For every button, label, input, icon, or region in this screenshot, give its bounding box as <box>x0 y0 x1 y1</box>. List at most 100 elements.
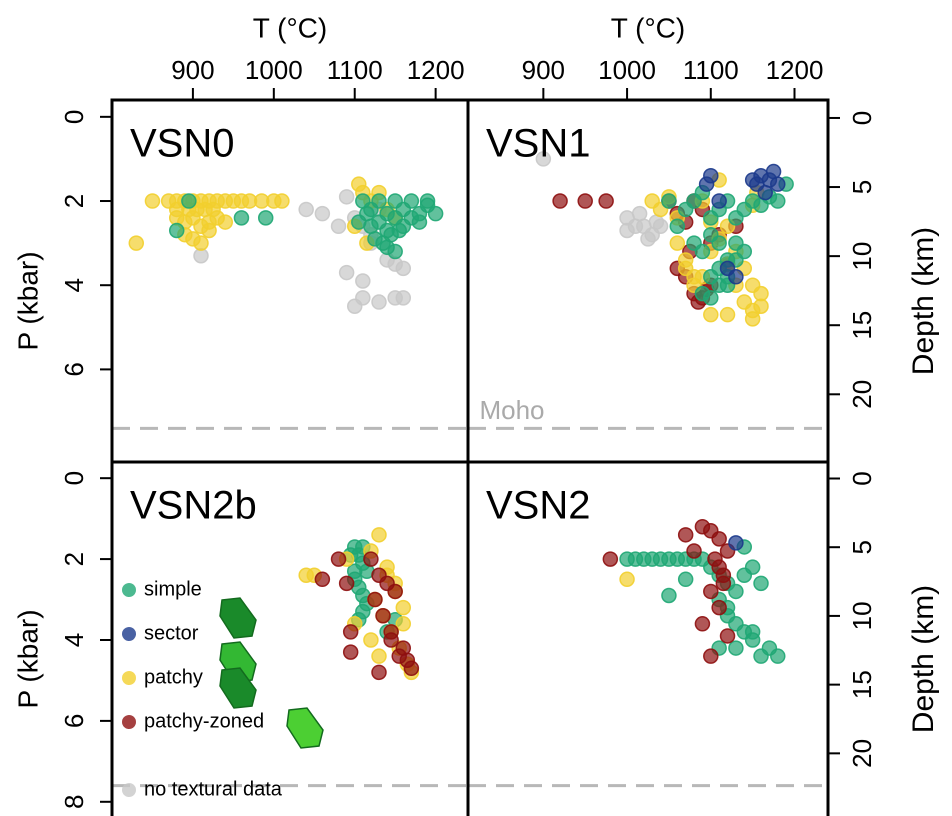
plot-area <box>468 520 828 786</box>
crystal-icon <box>287 708 323 748</box>
x-tick-label: 1100 <box>683 55 739 85</box>
data-point <box>372 295 386 309</box>
panel-title: VSN2 <box>486 484 591 528</box>
y2-tick-label: 15 <box>847 670 877 699</box>
data-point <box>721 308 735 322</box>
data-point <box>388 245 402 259</box>
data-point <box>344 625 358 639</box>
data-point <box>712 601 726 615</box>
y-axis-title: P (kbar) <box>12 609 43 708</box>
data-point <box>376 609 390 623</box>
data-point <box>388 584 402 598</box>
data-point <box>218 215 232 229</box>
y2-tick-label: 5 <box>847 540 877 554</box>
data-point <box>392 649 406 663</box>
legend-label: sector <box>144 622 199 644</box>
data-point <box>332 552 346 566</box>
y2-tick-label: 15 <box>847 311 877 340</box>
legend-marker <box>122 627 136 641</box>
data-point <box>599 194 613 208</box>
data-point <box>670 219 684 233</box>
data-point <box>194 236 208 250</box>
data-point <box>750 177 764 191</box>
data-point <box>746 625 760 639</box>
panel: VSN205101520Depth (km) <box>468 462 940 816</box>
data-point <box>729 641 743 655</box>
x-axis-title: T (°C) <box>611 12 685 43</box>
x-tick-label: 1200 <box>766 55 824 85</box>
data-point <box>662 194 676 208</box>
data-point <box>384 625 398 639</box>
y2-tick-label: 20 <box>847 739 877 768</box>
panel-title: VSN1 <box>486 122 591 166</box>
y2-tick-label: 0 <box>847 111 877 125</box>
data-point <box>754 649 768 663</box>
data-point <box>578 194 592 208</box>
data-point <box>275 194 289 208</box>
data-point <box>396 261 410 275</box>
y-tick-label: 2 <box>59 194 89 208</box>
page: VSN0900100011001200T (°C)0246P (kbar)Moh… <box>0 0 952 816</box>
y-tick-label: 0 <box>59 471 89 485</box>
y2-axis-title: Depth (km) <box>907 227 940 375</box>
x-axis-title: T (°C) <box>253 12 327 43</box>
data-point <box>412 215 426 229</box>
x-tick-label: 1000 <box>245 55 303 85</box>
data-point <box>182 194 196 208</box>
data-point <box>372 194 386 208</box>
panel-title: VSN0 <box>130 122 235 166</box>
data-point <box>299 202 313 216</box>
data-point <box>716 576 730 590</box>
data-point <box>662 588 676 602</box>
data-point <box>396 601 410 615</box>
data-point <box>746 312 760 326</box>
data-point <box>679 261 693 275</box>
data-point <box>145 194 159 208</box>
data-point <box>687 544 701 558</box>
data-point <box>620 223 634 237</box>
y2-tick-label: 5 <box>847 180 877 194</box>
data-point <box>746 560 760 574</box>
x-tick-label: 1100 <box>327 55 383 85</box>
data-point <box>695 617 709 631</box>
data-point <box>372 528 386 542</box>
data-point <box>170 223 184 237</box>
legend-marker <box>122 583 136 597</box>
data-point <box>704 169 718 183</box>
plot-area <box>112 528 468 786</box>
data-point <box>679 572 693 586</box>
data-point <box>356 291 370 305</box>
legend-marker <box>122 783 136 797</box>
data-point <box>368 593 382 607</box>
y-tick-label: 2 <box>59 552 89 566</box>
data-point <box>392 223 406 237</box>
legend-label: no textural data <box>144 778 283 800</box>
data-point <box>344 645 358 659</box>
data-point <box>721 629 735 643</box>
y2-tick-label: 20 <box>847 380 877 409</box>
plot-area <box>468 152 828 428</box>
data-point <box>404 661 418 675</box>
data-point <box>553 194 567 208</box>
chart: VSN0900100011001200T (°C)0246P (kbar)Moh… <box>0 0 952 816</box>
data-point <box>704 291 718 305</box>
y-tick-label: 4 <box>59 633 89 647</box>
data-point <box>360 207 374 221</box>
data-point <box>771 177 785 191</box>
data-point <box>356 274 370 288</box>
y-tick-label: 6 <box>59 714 89 728</box>
data-point <box>396 617 410 631</box>
data-point <box>206 202 220 216</box>
data-point <box>679 528 693 542</box>
plot-area <box>112 177 468 428</box>
y2-tick-label: 0 <box>847 471 877 485</box>
legend-label: patchy-zoned <box>144 710 264 732</box>
data-point <box>695 245 709 259</box>
data-point <box>372 665 386 679</box>
data-point <box>315 207 329 221</box>
data-point <box>129 236 143 250</box>
x-tick-label: 900 <box>171 55 214 85</box>
data-point <box>729 270 743 284</box>
